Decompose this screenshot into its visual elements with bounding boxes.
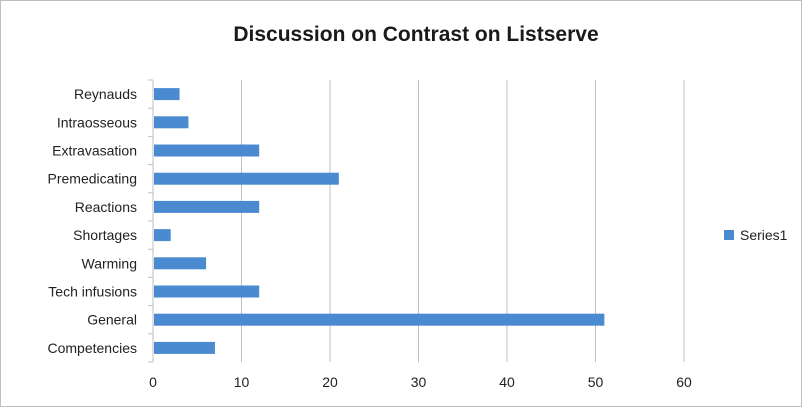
category-label: Tech infusions	[48, 284, 137, 300]
bar	[154, 200, 260, 213]
category-label: Shortages	[73, 227, 137, 243]
bar	[154, 257, 207, 270]
legend-swatch	[724, 230, 734, 240]
category-label: General	[87, 312, 137, 328]
bar	[154, 229, 171, 242]
bar	[154, 341, 215, 354]
category-label: Reynauds	[74, 86, 137, 102]
category-label: Warming	[82, 255, 138, 271]
chart-title: Discussion on Contrast on Listserve	[233, 23, 599, 46]
category-label: Competencies	[48, 340, 138, 356]
bar	[154, 313, 605, 326]
bar	[154, 88, 180, 101]
bar	[154, 285, 260, 298]
x-tick-label: 30	[411, 374, 427, 390]
category-label: Premedicating	[48, 171, 138, 187]
x-tick-label: 20	[322, 374, 338, 390]
legend-label: Series1	[740, 227, 788, 243]
bar	[154, 144, 260, 157]
category-label: Reactions	[75, 199, 137, 215]
x-tick-label: 50	[588, 374, 604, 390]
bar	[154, 116, 189, 129]
x-tick-label: 0	[149, 374, 157, 390]
category-label: Extravasation	[52, 143, 137, 159]
category-label: Intraosseous	[57, 114, 137, 130]
x-tick-label: 10	[234, 374, 250, 390]
x-tick-label: 40	[499, 374, 515, 390]
x-tick-label: 60	[676, 374, 692, 390]
bar	[154, 172, 339, 185]
